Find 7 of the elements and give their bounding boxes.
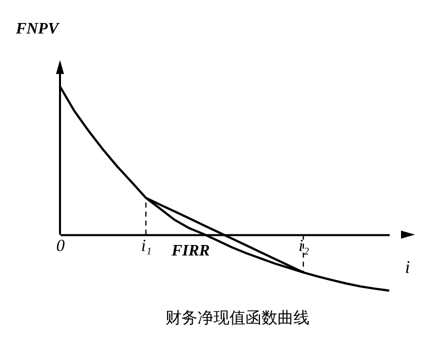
annotation: FIRR <box>170 242 210 260</box>
y-axis-title: FNPV <box>14 20 60 38</box>
x-tick-label: i₂ <box>298 236 310 256</box>
x-tick-label: 0 <box>56 236 66 256</box>
text: 财务净现值函数曲线 <box>166 308 310 327</box>
x-axis-title: i <box>404 257 410 278</box>
x-tick-label: i₁ <box>141 236 152 256</box>
